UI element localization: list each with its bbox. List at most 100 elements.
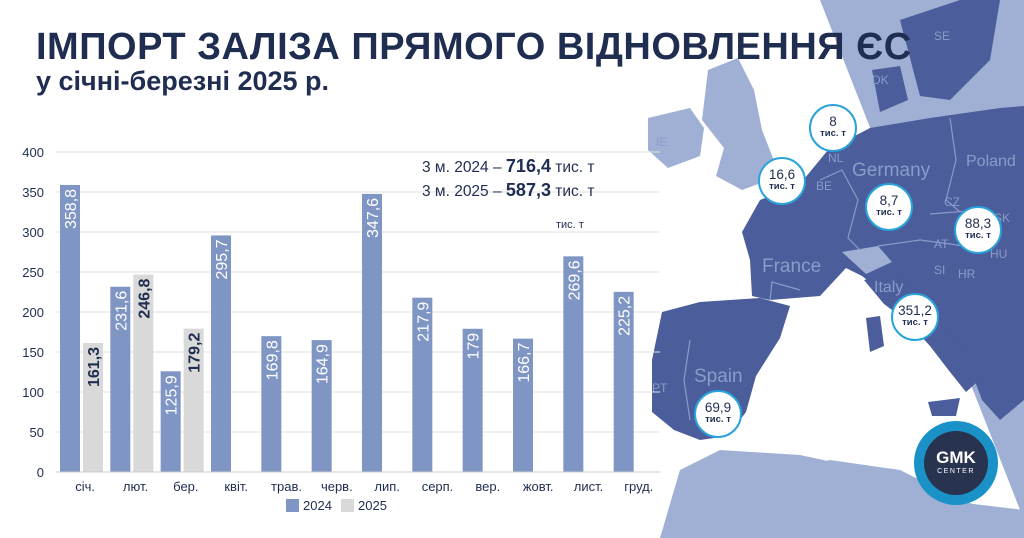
y-tick-400: 400 [22,145,44,160]
bar-2024-3 [160,371,181,472]
x-tick-4: квіт. [224,479,248,494]
chart-subtitle: у січні-березні 2025 р. [36,66,330,96]
map-label-cz: CZ [944,195,960,209]
bar-label-2024-12: 225,2 [617,296,634,336]
y-tick-300: 300 [22,225,44,240]
map-label-hr: HR [958,267,976,281]
map-eu-sardinia [866,316,884,352]
map-eu-denmark [872,66,908,112]
bar-label-2025-1: 161,3 [86,347,103,387]
bar-2024-4 [211,235,231,472]
legend-label-2025: 2025 [358,498,387,513]
bubble-italy: 351,2 тис. т [891,293,939,341]
bubble-be-value: 16,6 [768,167,796,182]
y-tick-250: 250 [22,265,44,280]
bubble-at-value: 88,3 [964,216,992,231]
bar-label-2024-4: 295,7 [214,239,231,279]
bar-2024-7 [362,193,382,473]
x-tick-12: груд. [624,479,653,494]
bubble-spain-unit: тис. т [705,414,731,425]
bar-label-2025-2: 246,8 [136,278,153,318]
bar-2024-9 [462,328,483,472]
x-tick-3: бер. [173,479,198,494]
y-tick-150: 150 [22,345,44,360]
bar-label-2024-9: 179 [466,333,483,360]
map-label-italy: Italy [874,279,903,296]
x-tick-11: лист. [574,479,603,494]
bubble-germany: 8,7 тис. т [865,183,913,231]
bar-2024-8 [412,297,433,472]
unit-label: тис. т [556,219,584,231]
map-label-be: BE [816,179,832,193]
bubble-italy-value: 351,2 [898,303,932,318]
map-label-dk: DK [872,73,889,87]
bar-label-2024-6: 164,9 [315,344,332,384]
x-tick-8: серп. [422,479,454,494]
legend-swatch-2024 [286,499,299,512]
bar-label-2024-8: 217,9 [415,302,432,342]
bubble-nl-unit: тис. т [820,128,846,139]
logo-subtext: CENTER [937,468,975,475]
bubble-nl: 8 тис. т [809,104,857,152]
bubble-germany-unit: тис. т [876,207,902,218]
x-tick-6: черв. [321,479,353,494]
bubble-be: 16,6 тис. т [758,157,806,205]
bar-label-2024-10: 166,7 [516,343,533,383]
map-land-north-africa [660,450,1024,538]
map-label-france: France [762,256,821,277]
totals-2024: 3 м. 2024 – 716,4 тис. т [422,156,595,176]
map-eu-sicily [928,398,960,416]
map-label-se: SE [934,29,950,43]
bubble-at-unit: тис. т [965,230,991,241]
x-tick-7: лип. [374,479,400,494]
bar-2024-12 [613,291,634,472]
bubble-spain-value: 69,9 [704,400,732,415]
bar-2024-6 [311,340,332,472]
y-tick-350: 350 [22,185,44,200]
bar-2025-3 [183,328,204,472]
totals-annotation: 3 м. 2024 – 716,4 тис. т 3 м. 2025 – 587… [422,155,595,203]
bar-label-2024-5: 169,8 [264,340,281,380]
gmk-center-logo: GMK CENTER [914,421,998,505]
legend-swatch-2025 [341,499,354,512]
map-label-nl: NL [828,151,844,165]
bar-label-2024-2: 231,6 [113,291,130,331]
map-eu-iberia [652,298,790,440]
map-label-poland: Poland [966,153,1016,170]
map-label-germany: Germany [852,160,931,181]
x-tick-1: січ. [75,479,95,494]
map-eu-sweden [900,0,1000,100]
bar-2025-2 [133,274,154,472]
bar-label-2024-1: 358,8 [63,189,80,229]
bar-2024-2 [110,286,131,472]
bubble-spain: 69,9 тис. т [694,390,742,438]
y-tick-50: 50 [30,425,44,440]
bar-2024-5 [261,336,282,472]
y-tick-200: 200 [22,305,44,320]
y-tick-100: 100 [22,385,44,400]
y-tick-0: 0 [37,465,44,480]
bar-label-2024-7: 347,6 [365,198,382,238]
map-country-labels: Germany Poland France Spain Italy NL BE … [652,29,1016,395]
bubble-be-unit: тис. т [769,181,795,192]
bubble-germany-value: 8,7 [879,193,899,208]
bubble-italy-unit: тис. т [902,317,928,328]
bubble-nl-value: 8 [829,114,837,129]
map-label-ie: IE [656,135,667,149]
totals-2025-value: 587,3 [505,180,551,200]
x-tick-10: жовт. [523,479,554,494]
map-label-hu: HU [990,247,1007,261]
bar-2024-10 [513,338,533,472]
bar-label-2024-11: 269,6 [566,260,583,300]
map-label-spain: Spain [694,366,743,387]
x-tick-5: трав. [271,479,302,494]
logo-text: GMK [936,448,976,467]
totals-2024-value: 716,4 [505,156,551,176]
legend-label-2024: 2024 [303,498,332,513]
chart-title: ІМПОРТ ЗАЛІЗА ПРЯМОГО ВІДНОВЛЕННЯ ЄС [36,26,912,68]
map-label-si: SI [934,263,945,277]
bubble-at: 88,3 тис. т [954,206,1002,254]
map-label-at: AT [934,237,949,251]
bar-2024-11 [563,256,584,472]
